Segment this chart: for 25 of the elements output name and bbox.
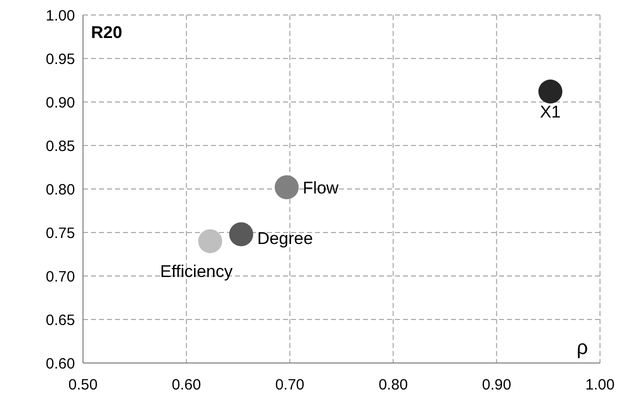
point (538, 80, 562, 104)
y-tick-label: 0.85 (46, 138, 75, 155)
point (229, 222, 254, 246)
x-tick-label: 0.70 (275, 376, 304, 394)
x-tick-label: 0.80 (378, 376, 408, 394)
x-tick-label: 0.60 (172, 376, 201, 394)
series-label: Flow (302, 178, 340, 198)
x-tick-label: 1.00 (585, 376, 615, 394)
series-label: Degree (257, 229, 313, 248)
x-tick-label: 0.50 (68, 376, 98, 394)
y-tick-label: 0.65 (46, 312, 75, 329)
series-label: Efficiency (160, 262, 234, 282)
point (274, 175, 299, 200)
x-axis-title: ρ (576, 337, 588, 359)
y-tick-label: 0.95 (46, 50, 75, 68)
x-tick-label: 0.90 (482, 376, 512, 394)
series-label: X1 (540, 102, 561, 122)
y-tick-label: 0.90 (46, 94, 75, 112)
point (198, 229, 222, 254)
y-tick-label: 0.75 (46, 224, 75, 242)
y-tick-label: 0.60 (46, 355, 75, 372)
text: R20 (91, 23, 122, 42)
y-tick-label: 0.80 (46, 181, 75, 198)
y-tick-label: 0.70 (46, 268, 75, 286)
y-tick-label: 1.00 (46, 7, 75, 24)
